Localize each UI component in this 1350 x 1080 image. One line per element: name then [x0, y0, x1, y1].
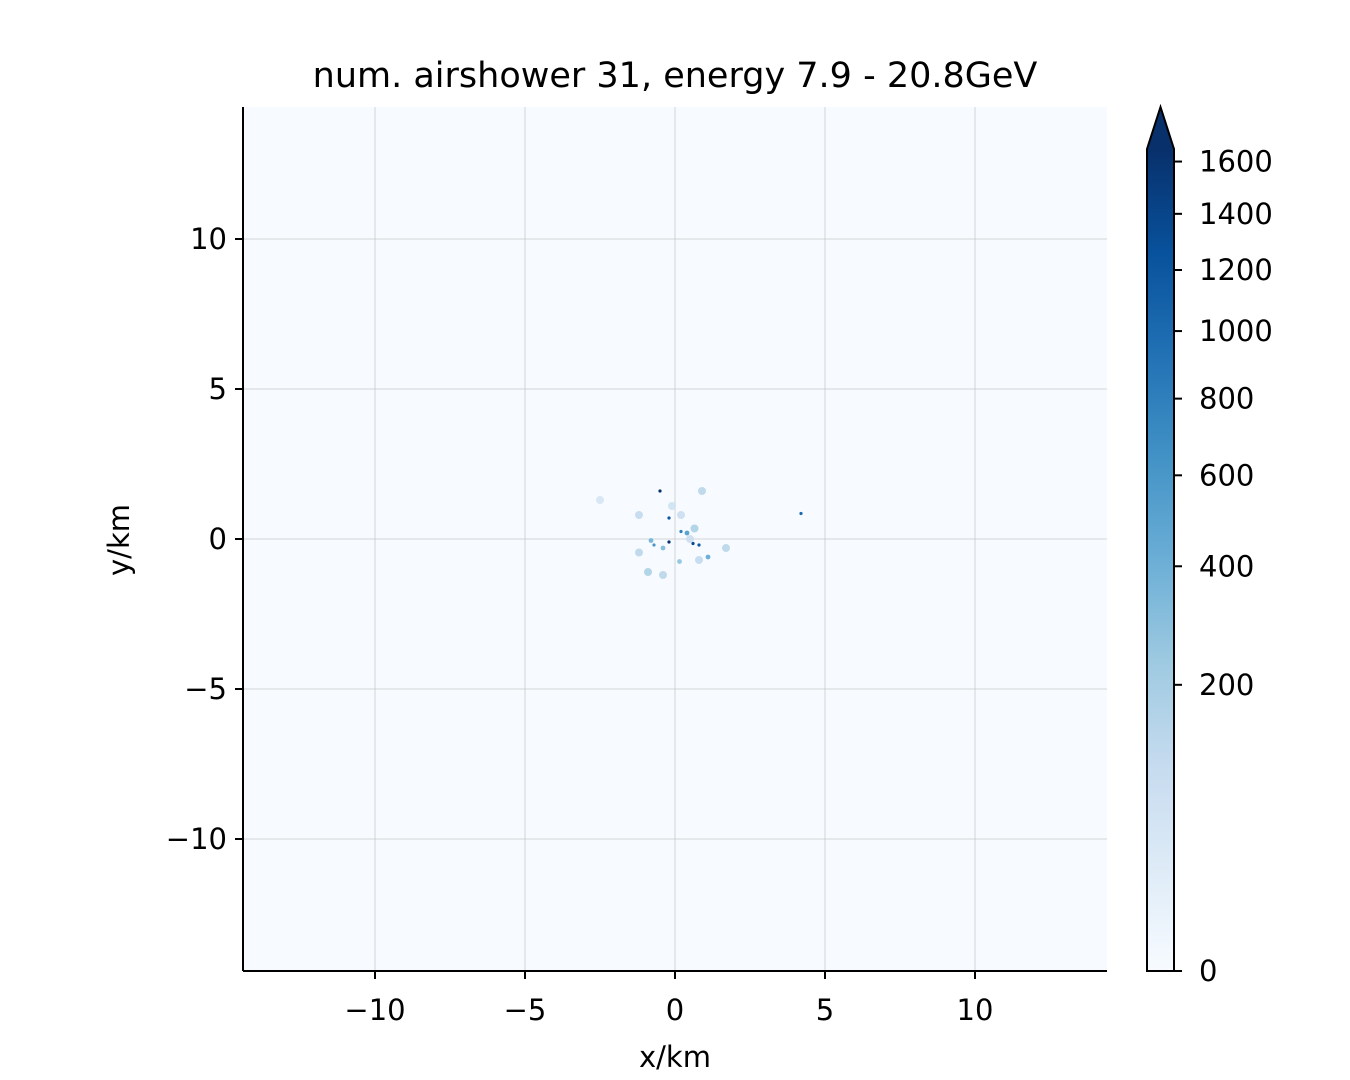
heatmap-hotspot	[652, 543, 656, 547]
colorbar-tick-label: 200	[1199, 668, 1254, 702]
colorbar-tick-label: 1000	[1199, 314, 1273, 348]
colorbar-gradient	[1147, 149, 1174, 971]
x-tick-label: 0	[666, 993, 684, 1027]
y-tick-label: −10	[166, 822, 227, 856]
heatmap-hotspot	[667, 540, 671, 544]
heatmap-hotspot	[648, 538, 654, 543]
x-tick-label: 5	[816, 993, 834, 1027]
colorbar-tick-label: 1600	[1199, 145, 1273, 179]
x-axis-label: x/km	[639, 1040, 711, 1074]
colorbar-tick-label: 1400	[1199, 197, 1273, 231]
heatmap-hotspot	[679, 529, 683, 534]
x-axis-ticks: −10 −5 0 5 10	[344, 971, 993, 1027]
heatmap-hotspot	[691, 541, 695, 546]
heatmap-hotspot	[697, 543, 701, 547]
heatmap-hotspot	[684, 530, 690, 536]
chart-title: num. airshower 31, energy 7.9 - 20.8GeV	[313, 56, 1038, 96]
colorbar-extend-arrow	[1147, 107, 1174, 149]
colorbar-tick-label: 1200	[1199, 253, 1273, 287]
y-tick-label: 5	[209, 372, 227, 406]
heatmap-hotspots	[596, 487, 803, 579]
y-axis-ticks: −10 −5 0 5 10	[166, 222, 243, 856]
heatmap-hotspot	[635, 548, 643, 557]
colorbar-tick-label: 0	[1199, 954, 1217, 988]
heatmap-hotspot	[799, 511, 803, 516]
heatmap-hotspot	[705, 554, 711, 560]
heatmap-hotspot	[677, 559, 682, 564]
heatmap-hotspot	[596, 496, 604, 504]
heatmap-hotspot	[668, 502, 676, 510]
colorbar-tick-label: 800	[1199, 382, 1254, 416]
heatmap-hotspot	[659, 571, 667, 579]
grid-lines	[243, 107, 1107, 971]
colorbar-outline	[1146, 103, 1175, 972]
x-tick-label: 10	[957, 993, 994, 1027]
heatmap-hotspot	[658, 489, 662, 493]
heatmap-hotspot	[644, 568, 652, 576]
heatmap-hotspot	[677, 511, 685, 519]
x-tick-label: −5	[504, 993, 547, 1027]
x-tick-label: −10	[344, 993, 405, 1027]
colorbar-tick-label: 600	[1199, 458, 1254, 492]
heatmap-hotspot	[686, 535, 694, 543]
y-tick-label: 10	[190, 222, 227, 256]
y-tick-label: −5	[184, 672, 227, 706]
heatmap-hotspot	[695, 556, 703, 564]
colorbar-tick-label: 400	[1199, 549, 1254, 583]
heatmap-hotspot	[690, 524, 699, 533]
heatmap-hotspot	[660, 545, 666, 551]
heatmap-hotspot	[635, 511, 643, 519]
heatmap-hotspot	[667, 516, 671, 520]
y-tick-label: 0	[209, 522, 227, 556]
heatmap-hotspot	[722, 544, 730, 552]
heatmap-hotspot	[698, 487, 706, 495]
y-axis-label: y/km	[102, 504, 136, 576]
colorbar: 0 200 400 600 800 1000 1200 1400 1600	[1146, 103, 1273, 988]
